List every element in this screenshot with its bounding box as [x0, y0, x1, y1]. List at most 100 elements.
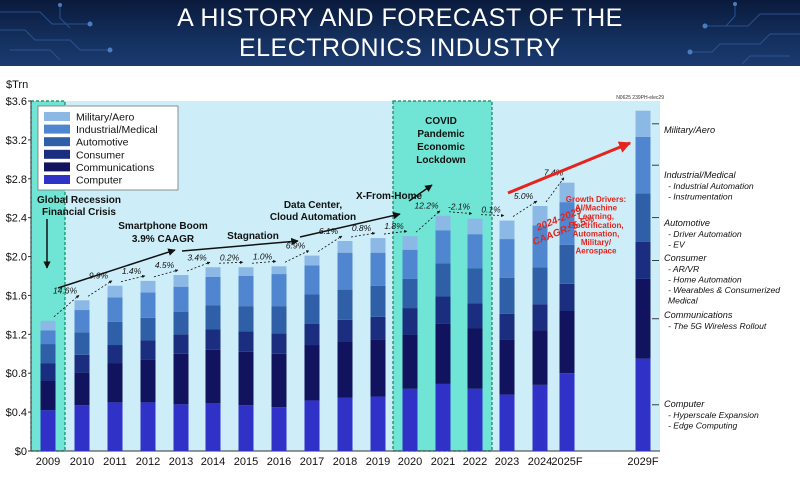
bar-segment-communications-2018: [337, 341, 353, 398]
growth-arrow: [512, 200, 538, 217]
legend-label: Computer: [76, 175, 123, 187]
annotation-smartphone-line2: 3.9% CAAGR: [132, 234, 195, 245]
growth-arrow: [317, 235, 343, 252]
bar-segment-military-aero-2019: [370, 238, 386, 253]
bar-segment-computer-2018: [337, 397, 353, 451]
bar-segment-computer-2021: [435, 383, 451, 451]
bar-segment-industrial-medical-2017: [304, 265, 320, 295]
legend-swatch: [44, 162, 70, 172]
growth-label: 5.0%: [514, 191, 534, 201]
bar-segment-computer-2022: [467, 388, 483, 451]
x-tick-label: 2023: [495, 456, 519, 468]
legend-label: Automotive: [76, 137, 129, 149]
bar-segment-consumer-2013: [173, 334, 189, 354]
x-tick-label: 2022: [463, 456, 487, 468]
bar-segment-computer-2012: [140, 402, 156, 451]
bar-segment-automotive-2009: [40, 344, 56, 364]
y-axis-label: $Trn: [6, 79, 28, 91]
growth-arrow: [120, 274, 146, 283]
bar-segment-consumer-2025F: [559, 283, 575, 311]
bar-segment-military-aero-2010: [74, 300, 90, 311]
y-tick-label: $2.8: [6, 174, 27, 186]
bar-segment-computer-2017: [304, 400, 320, 451]
bar-segment-automotive-2017: [304, 294, 320, 324]
data-center-trend-arrow: [299, 211, 401, 238]
bar-segment-industrial-medical-2014: [205, 276, 221, 306]
x-tick-label: 2009: [36, 456, 60, 468]
x-tick-label: 2020: [398, 456, 422, 468]
bar-segment-computer-2014: [205, 403, 221, 451]
bar-segment-military-aero-2017: [304, 255, 320, 266]
bar-segment-computer-2025F: [559, 373, 575, 451]
growth-label: 3.4%: [187, 252, 207, 262]
annotation-recession-line2: Financial Crisis: [42, 207, 116, 218]
bar-segment-communications-2015: [238, 351, 254, 406]
bar-segment-industrial-medical-2020: [402, 249, 418, 279]
bar-segment-industrial-medical-2012: [140, 292, 156, 318]
bar-segment-communications-2014: [205, 349, 221, 404]
bar-segment-automotive-2021: [435, 263, 451, 297]
growth-arrow: [350, 231, 376, 238]
bar-segment-military-aero-2022: [467, 218, 483, 235]
annotation-covid-line: Pandemic: [417, 129, 465, 140]
bar-segment-computer-2011: [107, 402, 123, 451]
bar-segment-consumer-2024: [532, 304, 548, 331]
bar-segment-consumer-2011: [107, 345, 123, 364]
bar-segment-consumer-2014: [205, 329, 221, 350]
bar-segment-military-aero-2018: [337, 241, 353, 253]
bar-segment-communications-2021: [435, 323, 451, 384]
side-label-heading: Computer: [664, 399, 705, 409]
bar-segment-computer-2023: [499, 394, 515, 451]
growth-arrow: [53, 295, 80, 318]
side-label-item: - Industrial Automation: [668, 181, 754, 191]
side-label-heading: Military/Aero: [664, 125, 715, 135]
bar-segment-military-aero-2025F: [559, 182, 575, 203]
bar-segment-communications-2029F: [635, 278, 651, 359]
bar-segment-communications-2019: [370, 339, 386, 397]
bar-segment-military-aero-2029F: [635, 110, 651, 137]
x-tick-label: 2012: [136, 456, 160, 468]
side-label-item: - Hyperscale Expansion: [668, 410, 759, 420]
y-tick-label: $2.4: [6, 213, 27, 225]
bar-segment-consumer-2021: [435, 296, 451, 324]
x-tick-label: 2014: [201, 456, 225, 468]
side-label-item: - Driver Automation: [668, 229, 742, 239]
bar-segment-consumer-2023: [499, 313, 515, 340]
bar-segment-industrial-medical-2011: [107, 297, 123, 322]
bar-segment-consumer-2020: [402, 308, 418, 335]
growth-arrow: [251, 259, 277, 264]
legend-label: Industrial/Medical: [76, 124, 158, 136]
bar-segment-computer-2019: [370, 396, 386, 451]
legend-swatch: [44, 175, 70, 184]
side-label-heading: Industrial/Medical: [664, 170, 736, 180]
bar-segment-computer-2020: [402, 388, 418, 451]
bar-segment-automotive-2018: [337, 289, 353, 320]
bar-segment-communications-2010: [74, 372, 90, 406]
y-tick-label: $0.8: [6, 368, 27, 380]
x-tick-label: 2010: [70, 456, 94, 468]
x-tick-label: 2019: [366, 456, 390, 468]
growth-arrow: [545, 177, 565, 203]
bar-segment-automotive-2012: [140, 317, 156, 341]
x-tick-label: 2011: [103, 456, 127, 468]
annotation-covid-line: COVID: [425, 116, 457, 127]
legend-label: Military/Aero: [76, 112, 135, 124]
bar-segment-automotive-2022: [467, 268, 483, 304]
side-label-item: - EV: [668, 240, 686, 250]
bar-segment-communications-2024: [532, 330, 548, 385]
x-tick-label: 2018: [333, 456, 357, 468]
annotation-stagnation: Stagnation: [227, 231, 279, 242]
stacked-bar-chart: $Trn $0 $0.4 $0.8 $1.2 $1.6 $2.0 $2.4 $2.8 $3.2 $3…: [6, 79, 781, 468]
bar-segment-communications-2009: [40, 381, 56, 411]
bar-segment-communications-2020: [402, 334, 418, 389]
legend-swatch: [44, 137, 70, 147]
bar-segment-industrial-medical-2023: [499, 239, 515, 278]
annotation-x-from-home: X-From-Home: [356, 191, 423, 202]
annotation-growth-driver-line: Automation,: [573, 229, 620, 238]
side-label-heading: Consumer: [664, 253, 707, 263]
bar-segment-automotive-2020: [402, 278, 418, 309]
side-label-heading: Automotive: [663, 218, 710, 228]
growth-arrow: [218, 260, 244, 264]
title-banner: A HISTORY AND FORECAST OF THE ELECTRONIC…: [0, 0, 800, 66]
bar-segment-automotive-2015: [238, 306, 254, 332]
